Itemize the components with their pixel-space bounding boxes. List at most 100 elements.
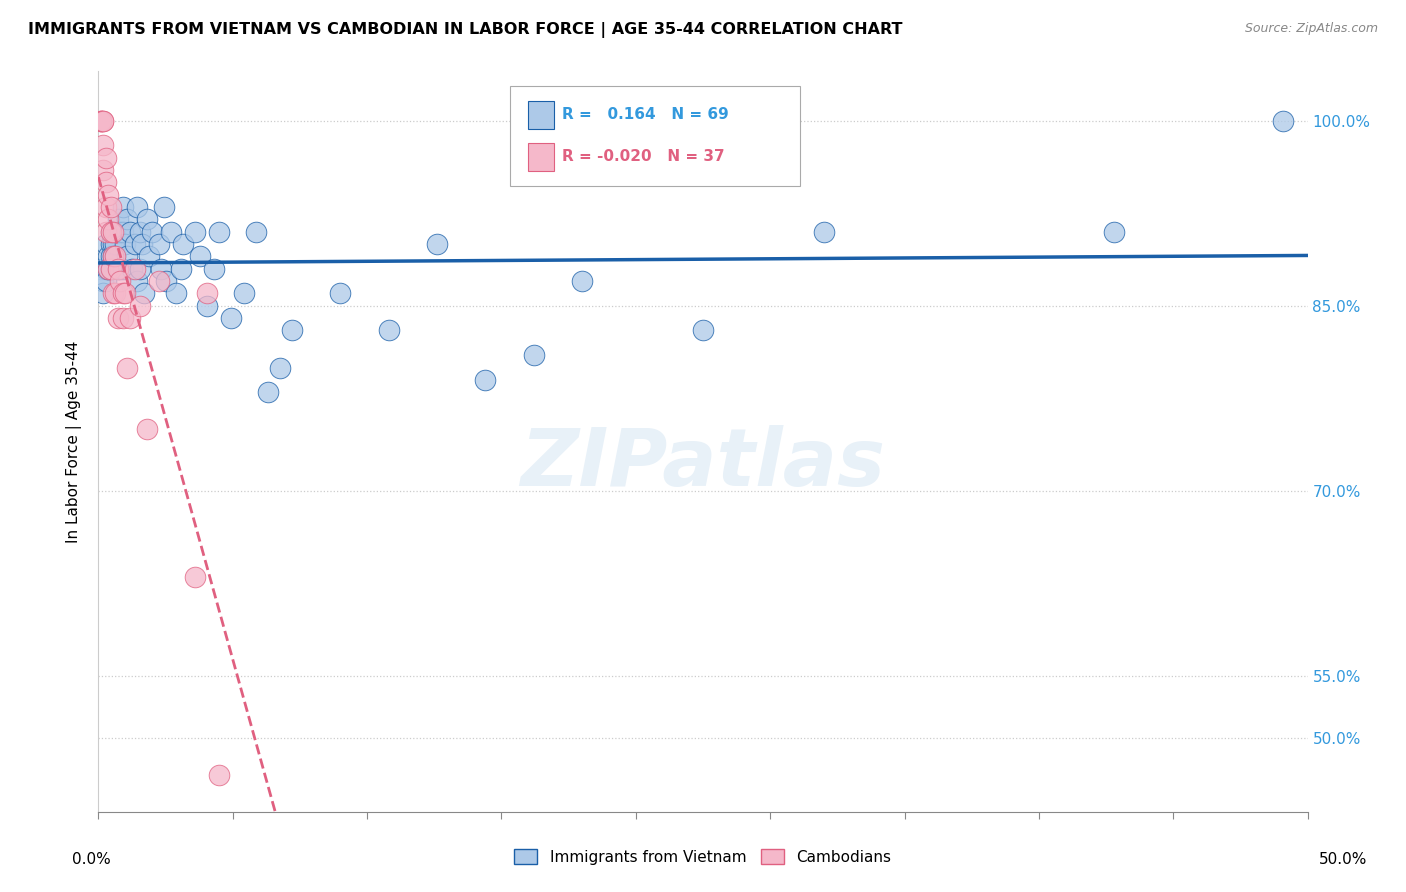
Point xyxy=(128,299,150,313)
Point xyxy=(152,200,174,214)
Point xyxy=(100,225,122,239)
Point xyxy=(160,225,183,239)
Point xyxy=(118,311,141,326)
Point xyxy=(117,212,139,227)
Point xyxy=(107,212,129,227)
Point xyxy=(104,225,127,239)
Point xyxy=(101,250,124,264)
Point xyxy=(692,324,714,338)
Point xyxy=(94,225,117,239)
Point xyxy=(141,225,163,239)
Point xyxy=(108,225,131,239)
Point xyxy=(97,250,120,264)
Point xyxy=(90,113,112,128)
Point xyxy=(97,261,120,276)
Point xyxy=(101,225,124,239)
Point xyxy=(100,250,122,264)
Point xyxy=(94,274,117,288)
Point xyxy=(91,163,114,178)
Point xyxy=(107,261,129,276)
Point xyxy=(100,261,122,276)
Text: 0.0%: 0.0% xyxy=(72,852,111,867)
Point xyxy=(91,113,114,128)
Point xyxy=(523,348,546,362)
Point xyxy=(135,422,157,436)
Point xyxy=(107,261,129,276)
Point xyxy=(195,299,218,313)
Point xyxy=(91,113,114,128)
Point xyxy=(128,261,150,276)
Point xyxy=(118,225,141,239)
Point xyxy=(100,200,122,214)
Point xyxy=(111,286,134,301)
Point xyxy=(97,187,120,202)
Point xyxy=(111,225,134,239)
Point xyxy=(101,286,124,301)
Point xyxy=(281,324,304,338)
Point xyxy=(104,250,127,264)
Point xyxy=(108,274,131,288)
Point xyxy=(94,151,117,165)
Point xyxy=(813,225,835,239)
Point xyxy=(91,138,114,153)
Text: ZIPatlas: ZIPatlas xyxy=(520,425,886,503)
Text: R =   0.164   N = 69: R = 0.164 N = 69 xyxy=(561,107,728,122)
Point xyxy=(111,311,134,326)
Point xyxy=(100,237,122,252)
Point xyxy=(165,286,187,301)
Point xyxy=(90,113,112,128)
Point xyxy=(111,200,134,214)
Point xyxy=(128,225,150,239)
Point xyxy=(114,237,136,252)
Point xyxy=(150,261,173,276)
Point xyxy=(94,237,117,252)
Point xyxy=(91,274,114,288)
Text: Source: ZipAtlas.com: Source: ZipAtlas.com xyxy=(1244,22,1378,36)
Text: R = -0.020   N = 37: R = -0.020 N = 37 xyxy=(561,149,724,164)
Point xyxy=(377,324,399,338)
Point xyxy=(117,360,139,375)
Point xyxy=(256,385,278,400)
Text: 50.0%: 50.0% xyxy=(1319,852,1367,867)
Point xyxy=(101,225,124,239)
Point xyxy=(111,261,134,276)
Point xyxy=(101,237,124,252)
Point xyxy=(108,261,131,276)
Point xyxy=(172,237,194,252)
Point xyxy=(100,261,122,276)
Point xyxy=(90,113,112,128)
Point xyxy=(94,261,117,276)
Point xyxy=(104,286,127,301)
Point xyxy=(269,360,291,375)
Point xyxy=(169,261,191,276)
Point xyxy=(124,261,146,276)
Point xyxy=(104,237,127,252)
Point xyxy=(1272,113,1295,128)
Point xyxy=(91,286,114,301)
Point xyxy=(94,200,117,214)
Point xyxy=(97,261,120,276)
FancyBboxPatch shape xyxy=(527,101,554,129)
Point xyxy=(131,237,153,252)
Text: IMMIGRANTS FROM VIETNAM VS CAMBODIAN IN LABOR FORCE | AGE 35-44 CORRELATION CHAR: IMMIGRANTS FROM VIETNAM VS CAMBODIAN IN … xyxy=(28,22,903,38)
Point xyxy=(221,311,243,326)
Point xyxy=(90,261,112,276)
Point xyxy=(104,250,127,264)
Point xyxy=(94,176,117,190)
Point xyxy=(474,373,496,387)
Point xyxy=(232,286,254,301)
Point xyxy=(155,274,177,288)
Point xyxy=(195,286,218,301)
Point xyxy=(245,225,267,239)
Point xyxy=(100,225,122,239)
Point xyxy=(184,225,207,239)
Point xyxy=(188,250,211,264)
Point xyxy=(127,200,149,214)
Point xyxy=(101,250,124,264)
Point xyxy=(124,237,146,252)
Point xyxy=(97,212,120,227)
Point xyxy=(138,250,160,264)
Point xyxy=(107,311,129,326)
Point xyxy=(208,225,231,239)
Point xyxy=(426,237,449,252)
